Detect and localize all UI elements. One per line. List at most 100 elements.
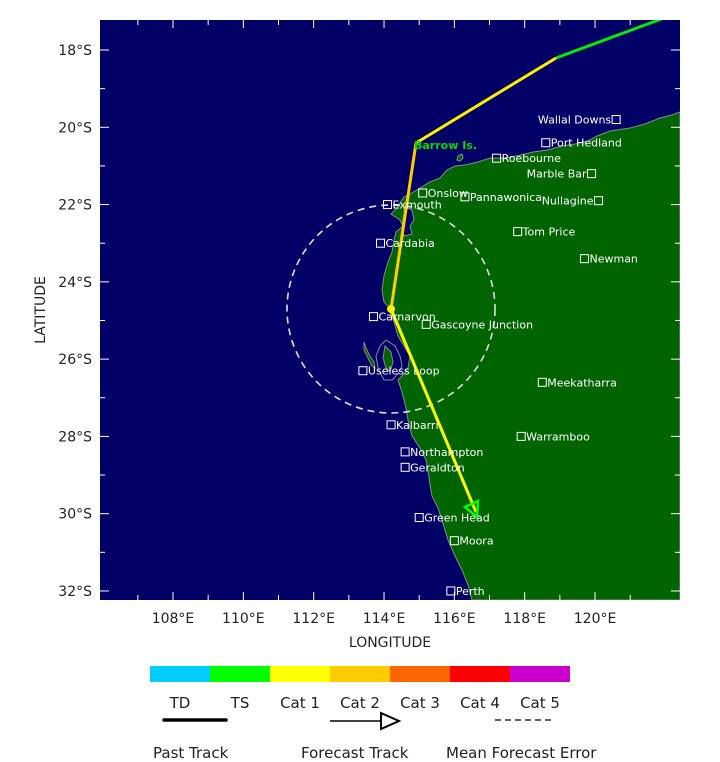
y-tick-label: 32°S bbox=[58, 584, 92, 600]
category-swatch bbox=[390, 666, 450, 682]
city-label: Northampton bbox=[410, 446, 483, 459]
land-mainland bbox=[381, 111, 680, 600]
track-segment-ts bbox=[555, 20, 663, 60]
x-tick-label: 112°E bbox=[292, 611, 335, 627]
y-tick-label: 22°S bbox=[58, 198, 92, 214]
category-label: Cat 5 bbox=[520, 694, 560, 712]
city-label: Roebourne bbox=[502, 152, 562, 165]
city-useless-loop: Useless Loop bbox=[358, 365, 440, 378]
city-northampton: Northampton bbox=[400, 446, 483, 459]
city-marker-icon bbox=[449, 536, 459, 546]
city-geraldton: Geraldton bbox=[400, 461, 465, 474]
x-tick-label: 120°E bbox=[574, 611, 617, 627]
category-swatch bbox=[510, 666, 570, 682]
city-marker-icon bbox=[400, 447, 410, 457]
city-label: Wallal Downs bbox=[538, 114, 611, 127]
city-label: Carnarvon bbox=[378, 311, 435, 324]
track-segment-cat1-south bbox=[389, 308, 478, 513]
city-label: Exmouth bbox=[393, 199, 442, 212]
city-label: Meekatharra bbox=[547, 376, 617, 389]
category-label: Cat 2 bbox=[340, 694, 380, 712]
forecast-track-label: Forecast Track bbox=[301, 744, 409, 762]
city-gascoyne-junction: Gascoyne Junction bbox=[421, 318, 533, 331]
category-swatch bbox=[270, 666, 330, 682]
city-onslow: Onslow bbox=[418, 187, 468, 200]
peron-peninsula bbox=[382, 344, 394, 373]
city-pannawonica: Pannawonica bbox=[460, 191, 542, 204]
city-label: Marble Bar bbox=[527, 168, 587, 181]
city-marker-icon bbox=[537, 377, 547, 387]
y-tick-label: 30°S bbox=[58, 507, 92, 523]
city-marker-icon bbox=[421, 319, 431, 329]
city-marker-icon bbox=[492, 153, 502, 163]
y-tick-label: 20°S bbox=[58, 120, 92, 136]
city-marker-icon bbox=[513, 227, 523, 237]
y-tick-labels: 18°S 20°S 22°S 24°S 26°S 28°S 30°S 32°S bbox=[58, 43, 92, 600]
current-position-marker bbox=[387, 305, 395, 313]
city-markers: Wallal Downs Port Hedland Roebourne Marble … bbox=[358, 114, 638, 598]
city-port-hedland: Port Hedland bbox=[541, 137, 622, 150]
category-swatch bbox=[210, 666, 270, 682]
city-label: Useless Loop bbox=[368, 365, 440, 378]
dirk-hartog-island bbox=[363, 341, 376, 370]
city-roebourne: Roebourne bbox=[492, 152, 562, 165]
x-tick-label: 108°E bbox=[152, 611, 195, 627]
storm-track bbox=[387, 20, 663, 520]
city-label: Geraldton bbox=[410, 461, 465, 474]
barrow-island-label: Barrow Is. bbox=[414, 139, 477, 152]
city-marker-icon bbox=[594, 196, 604, 206]
category-label: Cat 4 bbox=[460, 694, 500, 712]
city-marker-icon bbox=[414, 513, 424, 523]
city-label: Moora bbox=[459, 535, 493, 548]
city-label: Onslow bbox=[428, 187, 468, 200]
category-swatch bbox=[450, 666, 510, 682]
city-label: Nullagine bbox=[542, 195, 594, 208]
x-tick-label: 118°E bbox=[503, 611, 546, 627]
x-axis-title: LONGITUDE bbox=[349, 635, 431, 651]
city-marker-icon bbox=[418, 188, 428, 198]
mean-forecast-error-circle bbox=[286, 204, 496, 414]
category-label: TD bbox=[169, 694, 191, 712]
track-segment-cat1-north bbox=[415, 56, 557, 145]
city-marker-icon bbox=[368, 312, 378, 322]
category-label: Cat 1 bbox=[280, 694, 320, 712]
category-swatch bbox=[150, 666, 210, 682]
city-label: Tom Price bbox=[522, 226, 576, 239]
city-label: Kalbarri bbox=[396, 419, 438, 432]
y-tick-label: 18°S bbox=[58, 43, 92, 59]
x-tick-label: 114°E bbox=[363, 611, 406, 627]
city-moora: Moora bbox=[449, 535, 494, 548]
x-tick-labels: 108°E 110°E 112°E 114°E 116°E 118°E 120°E bbox=[152, 611, 617, 627]
city-label: Gascoyne Junction bbox=[431, 318, 533, 331]
y-tick-label: 24°S bbox=[58, 275, 92, 291]
city-meekatharra: Meekatharra bbox=[537, 376, 617, 389]
past-track-label: Past Track bbox=[153, 744, 229, 762]
city-kalbarri: Kalbarri bbox=[386, 419, 439, 432]
barrow-island bbox=[456, 153, 464, 162]
city-marker-icon bbox=[383, 200, 393, 210]
category-label: TS bbox=[230, 694, 250, 712]
city-marker-icon bbox=[516, 431, 526, 441]
city-marker-icon bbox=[400, 462, 410, 472]
y-tick-label: 28°S bbox=[58, 429, 92, 445]
city-marker-icon bbox=[579, 254, 589, 264]
city-label: Port Hedland bbox=[551, 137, 622, 150]
city-marker-icon bbox=[376, 238, 386, 248]
track-segment-cat2 bbox=[389, 142, 418, 310]
city-label: Warramboo bbox=[526, 430, 590, 443]
city-marble-bar: Marble Bar bbox=[527, 168, 597, 181]
x-tick-label: 110°E bbox=[222, 611, 265, 627]
city-perth: Perth bbox=[446, 585, 485, 598]
city-marker-icon bbox=[460, 192, 470, 202]
city-label: Newman bbox=[589, 253, 637, 266]
city-marker-icon bbox=[587, 169, 597, 179]
mean-forecast-error-label: Mean Forecast Error bbox=[446, 744, 597, 762]
city-label: Green Head bbox=[424, 512, 490, 525]
city-exmouth: Exmouth bbox=[383, 199, 442, 212]
y-tick-label: 26°S bbox=[58, 352, 92, 368]
y-axis-title: LATITUDE bbox=[33, 276, 49, 344]
city-carnarvon: Carnarvon bbox=[368, 311, 436, 324]
city-label: Perth bbox=[456, 585, 485, 598]
category-swatch bbox=[330, 666, 390, 682]
